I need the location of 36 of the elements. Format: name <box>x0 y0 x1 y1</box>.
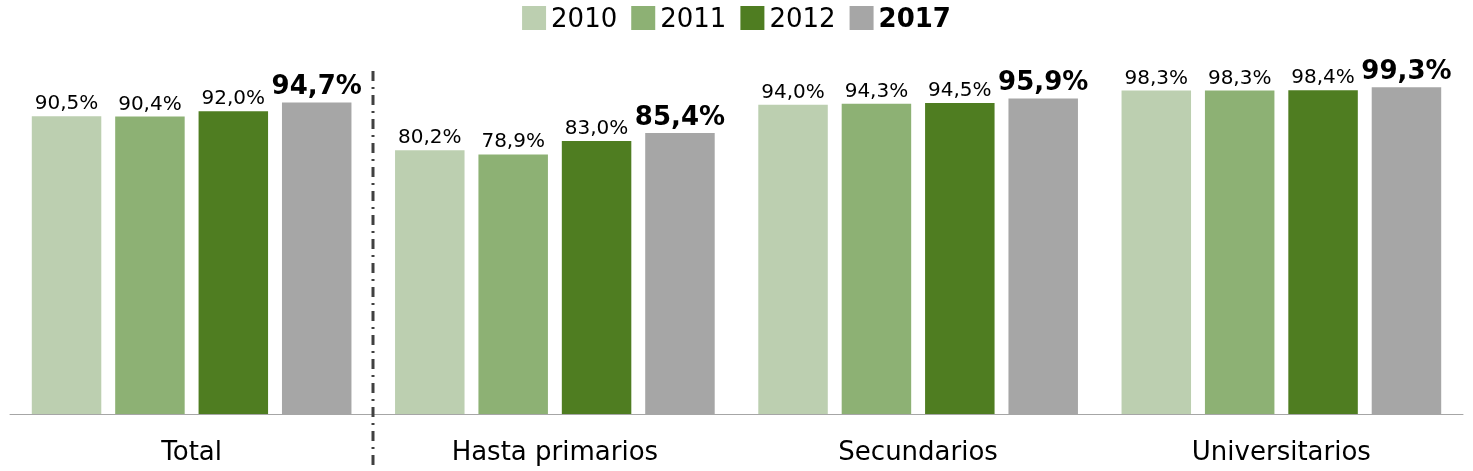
x-tick-label: Total <box>160 436 222 466</box>
data-label: 99,3% <box>1361 55 1452 86</box>
data-label: 78,9% <box>481 128 545 153</box>
legend-label: 2011 <box>660 3 727 33</box>
data-label: 80,2% <box>398 124 462 149</box>
bar <box>1288 90 1358 414</box>
bar <box>198 111 269 414</box>
bar <box>561 140 632 414</box>
data-label: 98,4% <box>1291 64 1355 89</box>
bar <box>115 116 185 414</box>
bar <box>478 154 548 414</box>
data-label: 90,5% <box>34 90 99 115</box>
bar <box>1204 90 1275 414</box>
bar <box>925 103 995 414</box>
data-label: 98,3% <box>1124 64 1189 89</box>
x-tick-label: Hasta primarios <box>451 436 659 466</box>
legend-label: 2010 <box>551 3 618 33</box>
data-label: 94,7% <box>271 70 362 101</box>
data-label: 94,0% <box>761 78 825 103</box>
bar <box>1121 90 1192 414</box>
bar <box>841 103 912 414</box>
bar <box>395 150 465 414</box>
data-label: 94,5% <box>928 77 992 102</box>
legend-label: 2017 <box>878 3 951 33</box>
data-label: 98,3% <box>1207 64 1272 89</box>
data-label: 90,4% <box>118 90 182 115</box>
data-label: 94,3% <box>844 77 909 102</box>
x-tick-label: Universitarios <box>1191 436 1371 466</box>
data-label: 92,0% <box>201 85 266 110</box>
bar <box>758 104 828 414</box>
bar <box>31 116 102 414</box>
data-label: 85,4% <box>634 101 726 132</box>
data-label: 83,0% <box>564 114 629 139</box>
legend-label: 2012 <box>769 3 836 33</box>
x-tick-label: Secundarios <box>838 436 998 466</box>
data-label: 95,9% <box>998 66 1089 97</box>
